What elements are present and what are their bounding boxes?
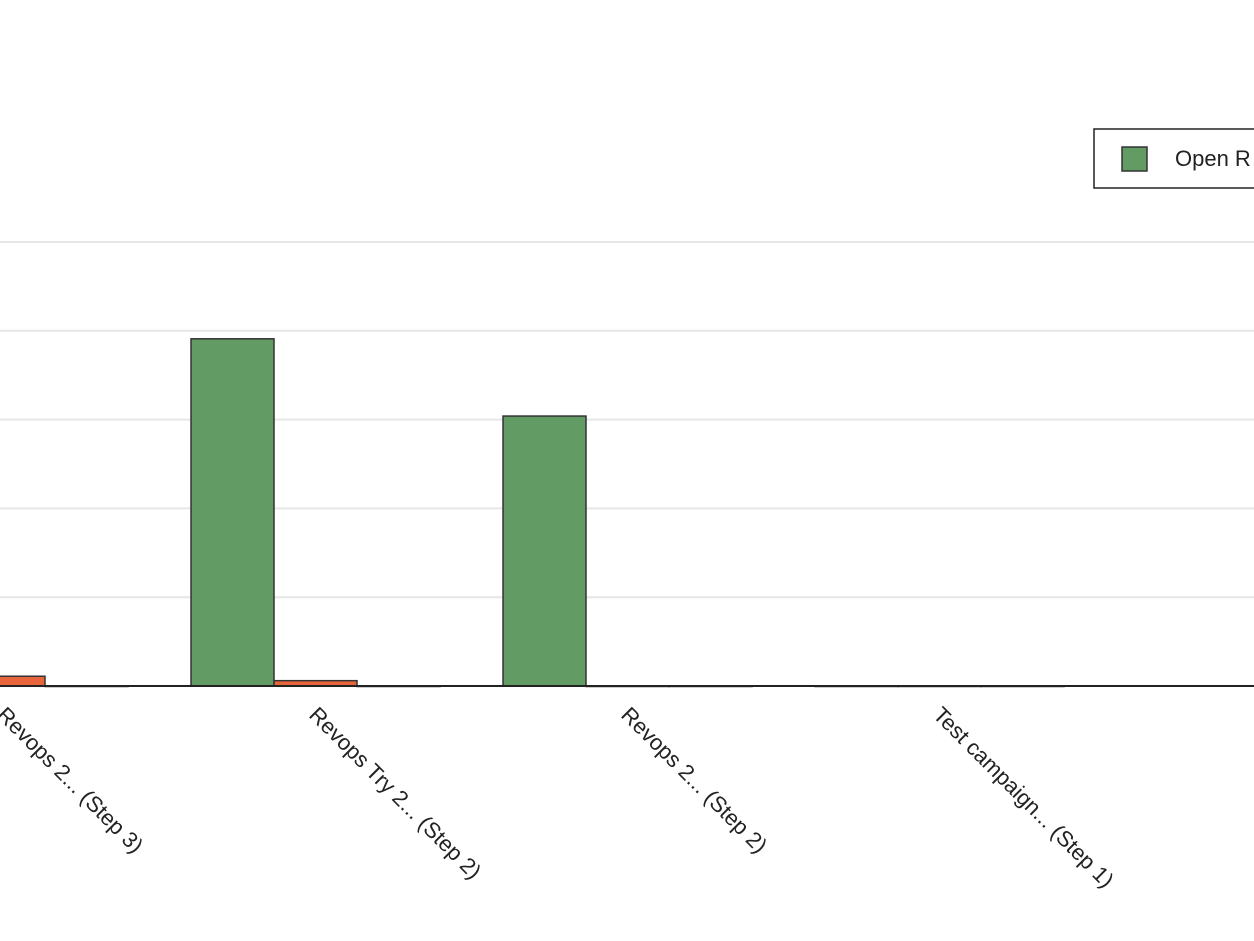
bar	[502, 415, 587, 687]
x-tick-label: Revops 2... (Step 2)	[616, 702, 772, 858]
legend-swatch	[1121, 146, 1148, 172]
grid	[0, 241, 1254, 687]
legend-label: Open R	[1175, 146, 1251, 171]
legend: Open R	[1093, 128, 1254, 189]
bar	[190, 338, 275, 687]
bar	[0, 675, 46, 687]
bars	[0, 338, 1254, 688]
x-tick-label: Test campaign... (Step 1)	[928, 702, 1119, 893]
x-tick-label: Revops 2... (Step 3)	[0, 702, 148, 858]
x-tick-label: Revops Try 2... (Step 2)	[304, 702, 486, 884]
legend-box	[1093, 128, 1254, 189]
x-labels: Revops 2... (Step 3) Revops Try 2... (Ste…	[0, 702, 1119, 893]
